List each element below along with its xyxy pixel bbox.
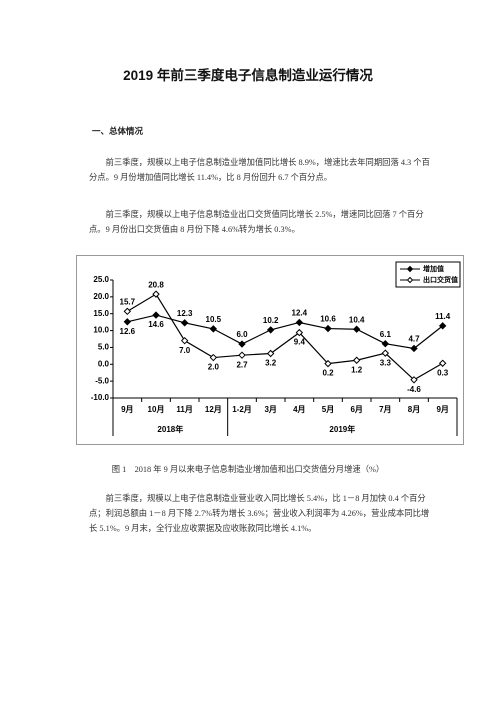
marker — [438, 359, 447, 367]
data-label: 4.7 — [408, 335, 420, 344]
marker — [410, 344, 418, 353]
marker — [324, 359, 332, 368]
data-label: 15.7 — [120, 297, 136, 306]
data-label: 3.3 — [380, 358, 392, 367]
y-tick-label: -5.0 — [95, 376, 109, 385]
x-tick-label: 3月 — [264, 405, 276, 414]
x-tick-label: 1-2月 — [232, 405, 252, 414]
x-tick-label: 5月 — [322, 405, 334, 414]
marker — [238, 351, 246, 359]
data-label: 3.2 — [265, 359, 277, 368]
data-label: 0.2 — [322, 369, 334, 378]
x-tick-label: 4月 — [293, 405, 305, 414]
y-tick-label: 25.0 — [93, 275, 109, 284]
x-tick-label: 12月 — [205, 405, 222, 414]
x-tick-label: 9月 — [121, 405, 133, 414]
marker — [352, 356, 361, 364]
data-label: 9.4 — [294, 338, 306, 347]
marker — [238, 340, 246, 348]
marker — [152, 311, 160, 319]
marker — [295, 328, 304, 337]
marker — [295, 318, 304, 327]
x-tick-label: 11月 — [176, 405, 192, 414]
marker — [180, 336, 189, 345]
marker — [123, 318, 132, 326]
legend-label: 增加值 — [423, 264, 444, 273]
legend-marker — [406, 276, 414, 284]
data-label: 14.6 — [148, 320, 164, 329]
marker — [209, 325, 218, 333]
series-line — [127, 293, 443, 381]
x-tick-label: 10月 — [148, 405, 165, 414]
y-tick-label: 15.0 — [93, 309, 109, 318]
group-label: 2019年 — [329, 424, 355, 434]
marker — [209, 353, 218, 362]
chart: 25.0 20.0 15.0 10.0 5.0 0.0 -5.0 -10.0 9月 10月 11月 1… — [76, 255, 464, 445]
marker — [152, 290, 160, 298]
data-label: 12.6 — [120, 327, 136, 336]
marker — [352, 325, 361, 333]
x-tick-label: 6月 — [350, 405, 362, 414]
figure-caption: 图 1 2018 年 9 月以来电子信息制造业增加值和出口交货值分月增速（%） — [111, 465, 385, 474]
data-label: 20.8 — [148, 280, 164, 289]
y-tick-label: 10.0 — [93, 326, 109, 335]
paragraph: 前三季度，规模以上电子信息制造业增加值同比增长 8.9%，增速比去年同期回落 4… — [89, 158, 430, 182]
paragraph: 前三季度，规模以上电子信息制造业出口交货值同比增长 2.5%，增速同比回落 7 … — [89, 210, 424, 234]
data-label: 6.0 — [236, 330, 248, 339]
data-label: 12.3 — [177, 309, 193, 318]
data-label: 2.7 — [236, 360, 248, 369]
data-label: 7.0 — [179, 346, 191, 355]
legend-box — [395, 261, 461, 288]
data-label: -4.6 — [407, 385, 421, 394]
doc-title: 2019 年前三季度电子信息制造业运行情况 — [123, 68, 373, 83]
marker — [180, 319, 189, 327]
data-label: 2.0 — [208, 363, 220, 372]
marker — [266, 326, 275, 334]
data-label: 1.2 — [351, 365, 363, 374]
paragraph: 前三季度，规模以上电子信息制造业营业收入同比增长 5.4%，比 1－8 月加快 … — [89, 494, 430, 533]
data-label: 10.5 — [206, 315, 222, 324]
y-tick-label: -10.0 — [91, 393, 110, 402]
marker — [324, 324, 332, 333]
marker — [123, 307, 132, 316]
legend-label: 出口交货值 — [423, 275, 458, 284]
data-label: 10.6 — [320, 315, 336, 324]
data-label: 6.1 — [380, 330, 392, 339]
data-label: 12.4 — [292, 309, 308, 318]
y-tick-label: 0.0 — [98, 359, 110, 368]
data-label: 10.4 — [349, 315, 365, 324]
data-label: 0.3 — [437, 368, 449, 377]
x-tick-label: 8月 — [408, 405, 420, 414]
marker — [266, 349, 275, 358]
series-line — [127, 314, 444, 350]
legend-marker — [406, 265, 414, 273]
x-tick-label: 7月 — [379, 405, 391, 414]
marker — [438, 322, 447, 330]
y-tick-label: 5.0 — [98, 343, 110, 352]
marker — [381, 349, 390, 357]
marker — [410, 376, 418, 384]
group-label: 2018年 — [157, 424, 183, 434]
data-label: 10.2 — [263, 316, 279, 325]
x-tick-label: 9月 — [436, 405, 448, 414]
marker — [381, 340, 390, 348]
data-label: 11.4 — [435, 312, 451, 321]
section-heading: 一、总体情况 — [92, 126, 144, 136]
y-tick-label: 20.0 — [93, 292, 109, 301]
